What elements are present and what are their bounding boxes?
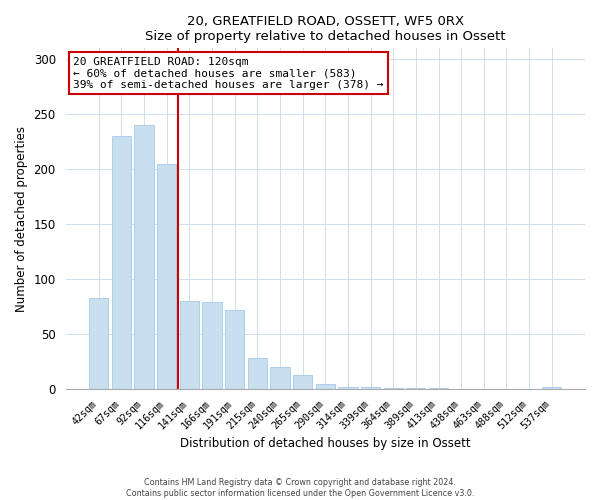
Text: Contains HM Land Registry data © Crown copyright and database right 2024.
Contai: Contains HM Land Registry data © Crown c… <box>126 478 474 498</box>
Bar <box>406 388 425 389</box>
Bar <box>89 298 109 389</box>
Bar <box>248 358 267 389</box>
Bar <box>180 301 199 389</box>
Bar <box>542 387 562 389</box>
Title: 20, GREATFIELD ROAD, OSSETT, WF5 0RX
Size of property relative to detached house: 20, GREATFIELD ROAD, OSSETT, WF5 0RX Siz… <box>145 15 506 43</box>
Text: 20 GREATFIELD ROAD: 120sqm
← 60% of detached houses are smaller (583)
39% of sem: 20 GREATFIELD ROAD: 120sqm ← 60% of deta… <box>73 57 384 90</box>
Bar <box>112 136 131 389</box>
Bar <box>202 302 221 389</box>
Bar <box>271 367 290 389</box>
Bar <box>316 384 335 389</box>
Bar <box>225 310 244 389</box>
Y-axis label: Number of detached properties: Number of detached properties <box>15 126 28 312</box>
Bar <box>293 375 312 389</box>
Bar <box>383 388 403 389</box>
Bar <box>338 387 358 389</box>
Bar <box>361 387 380 389</box>
X-axis label: Distribution of detached houses by size in Ossett: Distribution of detached houses by size … <box>180 437 470 450</box>
Bar <box>429 388 448 389</box>
Bar <box>134 126 154 389</box>
Bar <box>157 164 176 389</box>
